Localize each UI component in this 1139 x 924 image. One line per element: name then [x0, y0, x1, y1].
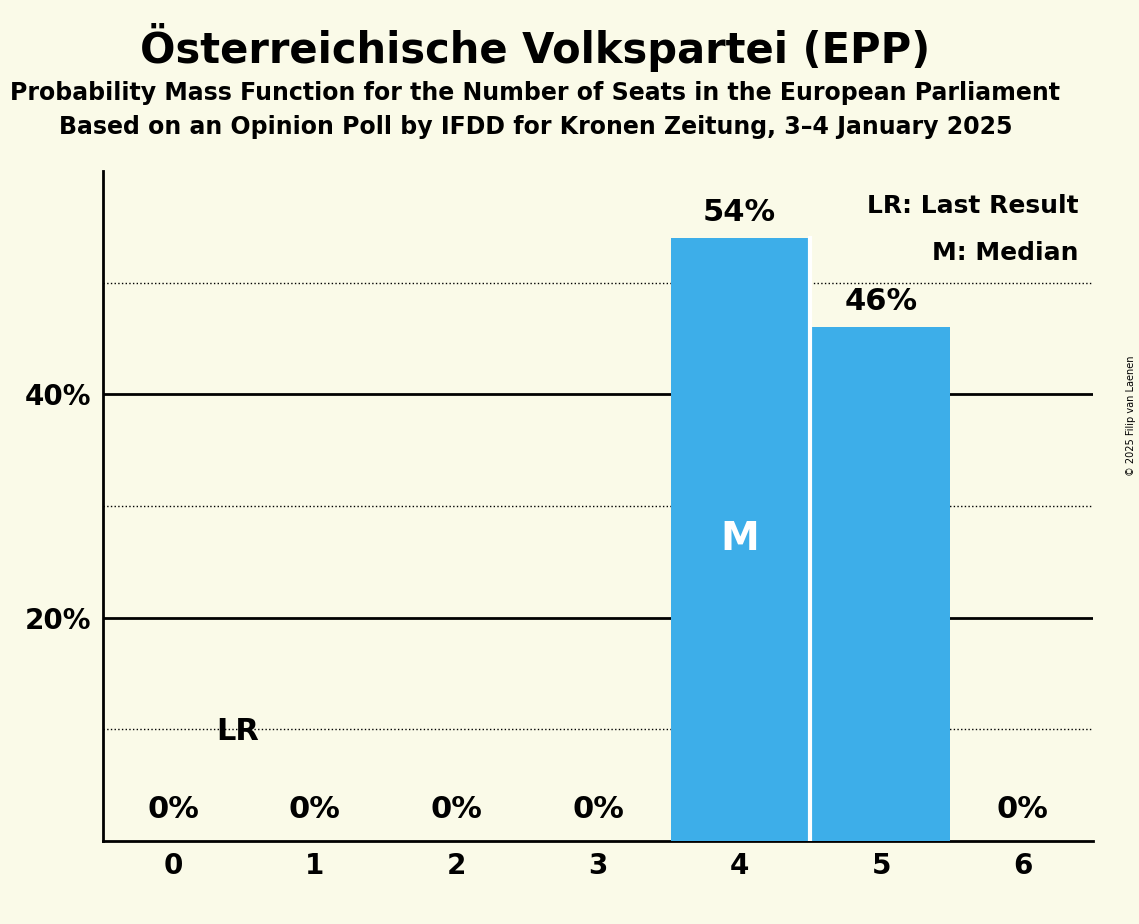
- Text: 0%: 0%: [572, 795, 624, 824]
- Text: 0%: 0%: [147, 795, 199, 824]
- Text: M: M: [720, 520, 759, 558]
- Text: 54%: 54%: [703, 198, 776, 226]
- Text: © 2025 Filip van Laenen: © 2025 Filip van Laenen: [1126, 356, 1136, 476]
- Text: LR: Last Result: LR: Last Result: [867, 194, 1079, 218]
- Text: 0%: 0%: [997, 795, 1049, 824]
- Bar: [812, 327, 950, 841]
- Text: 46%: 46%: [844, 287, 918, 316]
- Text: Österreichische Volkspartei (EPP): Österreichische Volkspartei (EPP): [140, 23, 931, 72]
- Bar: [671, 238, 809, 841]
- Text: M: Median: M: Median: [932, 241, 1079, 265]
- Text: Based on an Opinion Poll by IFDD for Kronen Zeitung, 3–4 January 2025: Based on an Opinion Poll by IFDD for Kro…: [58, 115, 1013, 139]
- Text: 0%: 0%: [431, 795, 482, 824]
- Text: LR: LR: [215, 717, 259, 746]
- Text: 0%: 0%: [289, 795, 341, 824]
- Text: Probability Mass Function for the Number of Seats in the European Parliament: Probability Mass Function for the Number…: [10, 81, 1060, 105]
